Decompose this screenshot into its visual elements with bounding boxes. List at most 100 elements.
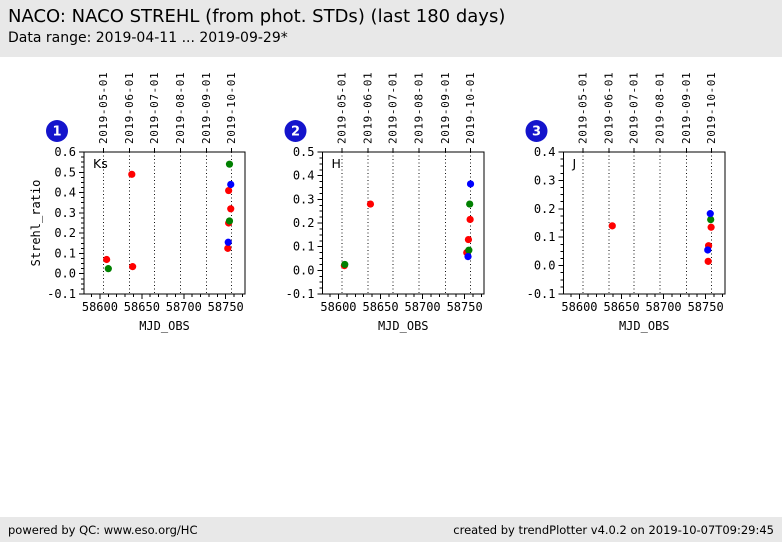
y-tick-label: 0.1 (293, 240, 315, 254)
month-tick-label: 2019-06-01 (361, 72, 374, 144)
y-axis-label: Strehl_ratio (29, 180, 43, 267)
y-tick-label: 0.5 (293, 145, 315, 159)
data-point-red[interactable] (224, 244, 232, 252)
y-tick-label: 0.2 (534, 202, 556, 216)
x-tick-label: 58700 (166, 300, 202, 314)
y-tick-label: 0.0 (293, 263, 315, 277)
data-point-red[interactable] (129, 263, 137, 271)
month-tick-label: 2019-09-01 (680, 72, 693, 144)
month-tick-label: 2019-10-01 (705, 72, 718, 144)
plot-number-badge: 2 (284, 120, 307, 142)
y-tick-label: -0.1 (47, 287, 76, 301)
data-point-blue[interactable] (704, 246, 712, 254)
plot-frame (563, 151, 726, 295)
x-tick-label: 58650 (124, 300, 160, 314)
data-point-green[interactable] (225, 160, 234, 168)
footer-powered-by: powered by QC: www.eso.org/HC (8, 522, 198, 537)
y-tick-label: 0.1 (54, 246, 76, 260)
y-tick-label: -0.1 (527, 287, 556, 301)
y-tick-label: 0.0 (534, 259, 556, 273)
plot-ks: 2019-05-01 2019-06-01 2019-07-01 2019-08-01… (29, 72, 246, 333)
data-point-red[interactable] (103, 255, 111, 264)
plot-j: 2019-05-01 2019-06-01 2019-07-01 2019-08-01… (525, 72, 726, 333)
plot-number-badge: 1 (46, 120, 68, 142)
x-tick-label: 58600 (561, 300, 597, 314)
page-title: NACO: NACO STREHL (from phot. STDs) (las… (8, 6, 506, 27)
y-tick-label: 0.5 (54, 165, 76, 179)
data-point-red[interactable] (707, 223, 715, 231)
y-tick-label: 0.6 (54, 145, 76, 159)
plot-frame (322, 151, 485, 295)
data-point-red[interactable] (466, 215, 474, 224)
y-tick-label: 0.3 (534, 173, 556, 187)
month-tick-label: 2019-05-01 (335, 72, 348, 144)
data-point-red[interactable] (608, 222, 616, 230)
x-tick-label: 58700 (405, 300, 441, 314)
trend-plots-canvas: 2019-05-01 2019-06-01 2019-07-01 2019-08-01… (29, 72, 726, 333)
y-tick-label: -0.1 (286, 287, 315, 301)
x-tick-label: 58750 (688, 300, 724, 314)
date-range-subtitle: Data range: 2019-04-11 ... 2019-09-29* (8, 30, 288, 46)
y-tick-label: 0.1 (534, 230, 556, 244)
y-tick-label: 0.3 (293, 192, 315, 206)
badge-number: 3 (532, 125, 541, 140)
badge-circle (46, 120, 68, 142)
month-tick-label: 2019-08-01 (413, 72, 426, 144)
x-tick-label: 58750 (447, 300, 483, 314)
y-tick-label: 0.4 (534, 145, 556, 159)
badge-number: 2 (291, 125, 300, 140)
x-axis-label: MJD_OBS (619, 319, 670, 333)
data-point-blue[interactable] (706, 210, 714, 218)
x-axis-label: MJD_OBS (139, 319, 190, 333)
month-tick-label: 2019-09-01 (200, 72, 213, 144)
plot-number-badge: 3 (525, 120, 548, 142)
y-tick-label: 0.4 (54, 186, 76, 200)
data-point-blue[interactable] (464, 253, 472, 261)
data-point-green[interactable] (225, 217, 234, 225)
x-tick-label: 58600 (82, 300, 118, 314)
month-tick-label: 2019-07-01 (387, 72, 400, 144)
data-point-red[interactable] (225, 186, 233, 195)
data-point-blue[interactable] (224, 238, 232, 246)
plot-frame (83, 151, 246, 295)
y-tick-label: 0.3 (54, 206, 76, 220)
month-tick-label: 2019-08-01 (654, 72, 667, 144)
month-tick-label: 2019-06-01 (602, 72, 615, 144)
data-point-red[interactable] (464, 235, 473, 244)
data-point-red[interactable] (366, 200, 375, 208)
y-tick-label: 0.2 (54, 226, 76, 240)
y-tick-label: 0.4 (293, 169, 315, 183)
badge-circle (525, 120, 548, 142)
band-label: J (572, 156, 577, 171)
band-label: H (332, 156, 341, 171)
badge-number: 1 (52, 125, 61, 140)
data-point-green[interactable] (341, 260, 349, 269)
x-axis-label: MJD_OBS (378, 319, 429, 333)
month-tick-label: 2019-10-01 (464, 72, 477, 144)
data-point-red[interactable] (704, 257, 712, 265)
x-tick-label: 58600 (320, 300, 356, 314)
month-tick-label: 2019-07-01 (148, 72, 161, 144)
badge-circle (284, 120, 307, 142)
data-point-blue[interactable] (466, 180, 475, 188)
footer-created-by: created by trendPlotter v4.0.2 on 2019-1… (453, 522, 774, 537)
month-tick-label: 2019-05-01 (576, 72, 589, 144)
data-point-green[interactable] (466, 200, 474, 208)
month-tick-label: 2019-09-01 (439, 72, 452, 144)
data-point-green[interactable] (104, 265, 112, 273)
month-tick-label: 2019-07-01 (628, 72, 641, 144)
data-point-red[interactable] (227, 205, 235, 213)
header-bar: NACO: NACO STREHL (from phot. STDs) (las… (0, 0, 782, 57)
data-point-green[interactable] (465, 246, 473, 254)
month-tick-label: 2019-05-01 (97, 72, 110, 144)
data-point-green[interactable] (707, 215, 715, 224)
data-point-red[interactable] (128, 170, 136, 178)
data-point-blue[interactable] (227, 180, 235, 189)
y-tick-label: 0.2 (293, 216, 315, 230)
plot-h: 2019-05-01 2019-06-01 2019-07-01 2019-08-01… (284, 72, 485, 333)
x-tick-label: 58650 (603, 300, 639, 314)
month-tick-label: 2019-08-01 (174, 72, 187, 144)
charts-region: 2019-05-01 2019-06-01 2019-07-01 2019-08-01… (0, 57, 782, 397)
month-tick-label: 2019-06-01 (123, 72, 136, 144)
band-label: Ks (93, 156, 108, 171)
